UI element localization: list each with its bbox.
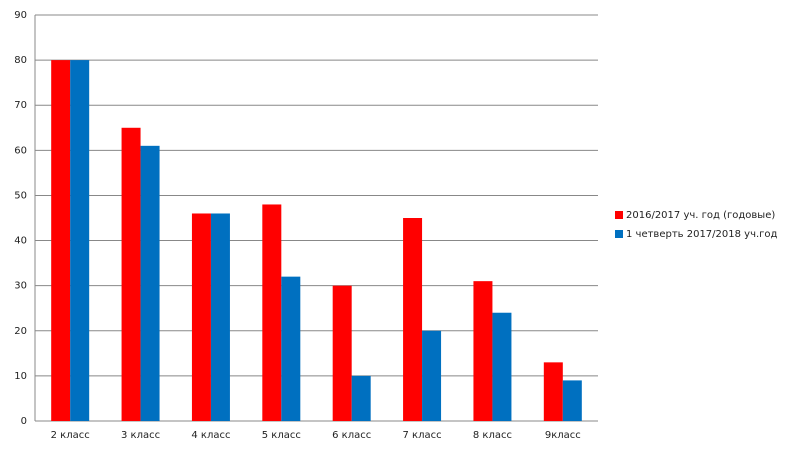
bar [543, 362, 563, 421]
bar [403, 218, 423, 421]
y-tick-label: 50 [14, 190, 27, 201]
x-tick-label: 3 класс [121, 430, 160, 441]
x-tick-label: 9класс [545, 430, 581, 441]
x-tick-label: 5 класс [262, 430, 301, 441]
x-tick-label: 6 класс [332, 430, 371, 441]
y-tick-label: 0 [21, 416, 27, 427]
x-tick-label: 4 класс [191, 430, 230, 441]
legend-label: 2016/2017 уч. год (годовые) [626, 210, 775, 221]
legend-swatch [615, 230, 623, 238]
bar [351, 375, 371, 421]
y-tick-label: 80 [14, 55, 27, 66]
bar [140, 145, 160, 422]
bar [210, 213, 230, 421]
bar [262, 204, 282, 421]
bar [473, 281, 493, 421]
legend-label: 1 четверть 2017/2018 уч.год [626, 229, 778, 240]
y-tick-label: 30 [14, 281, 27, 292]
bar [492, 312, 512, 421]
x-tick-label: 2 класс [51, 430, 90, 441]
y-tick-label: 70 [14, 100, 27, 111]
bar [51, 60, 71, 421]
y-tick-label: 40 [14, 236, 27, 247]
bar [281, 276, 301, 421]
x-tick-label: 7 класс [403, 430, 442, 441]
bar [70, 60, 90, 421]
y-tick-label: 60 [14, 145, 27, 156]
bar [121, 127, 141, 422]
x-tick-label: 8 класс [473, 430, 512, 441]
y-tick-label: 90 [14, 10, 27, 21]
bar [191, 213, 211, 421]
bar [422, 330, 442, 421]
legend-swatch [615, 211, 623, 219]
y-tick-label: 20 [14, 326, 27, 337]
bar [332, 285, 352, 421]
y-tick-label: 10 [14, 371, 27, 382]
bar [562, 380, 582, 421]
